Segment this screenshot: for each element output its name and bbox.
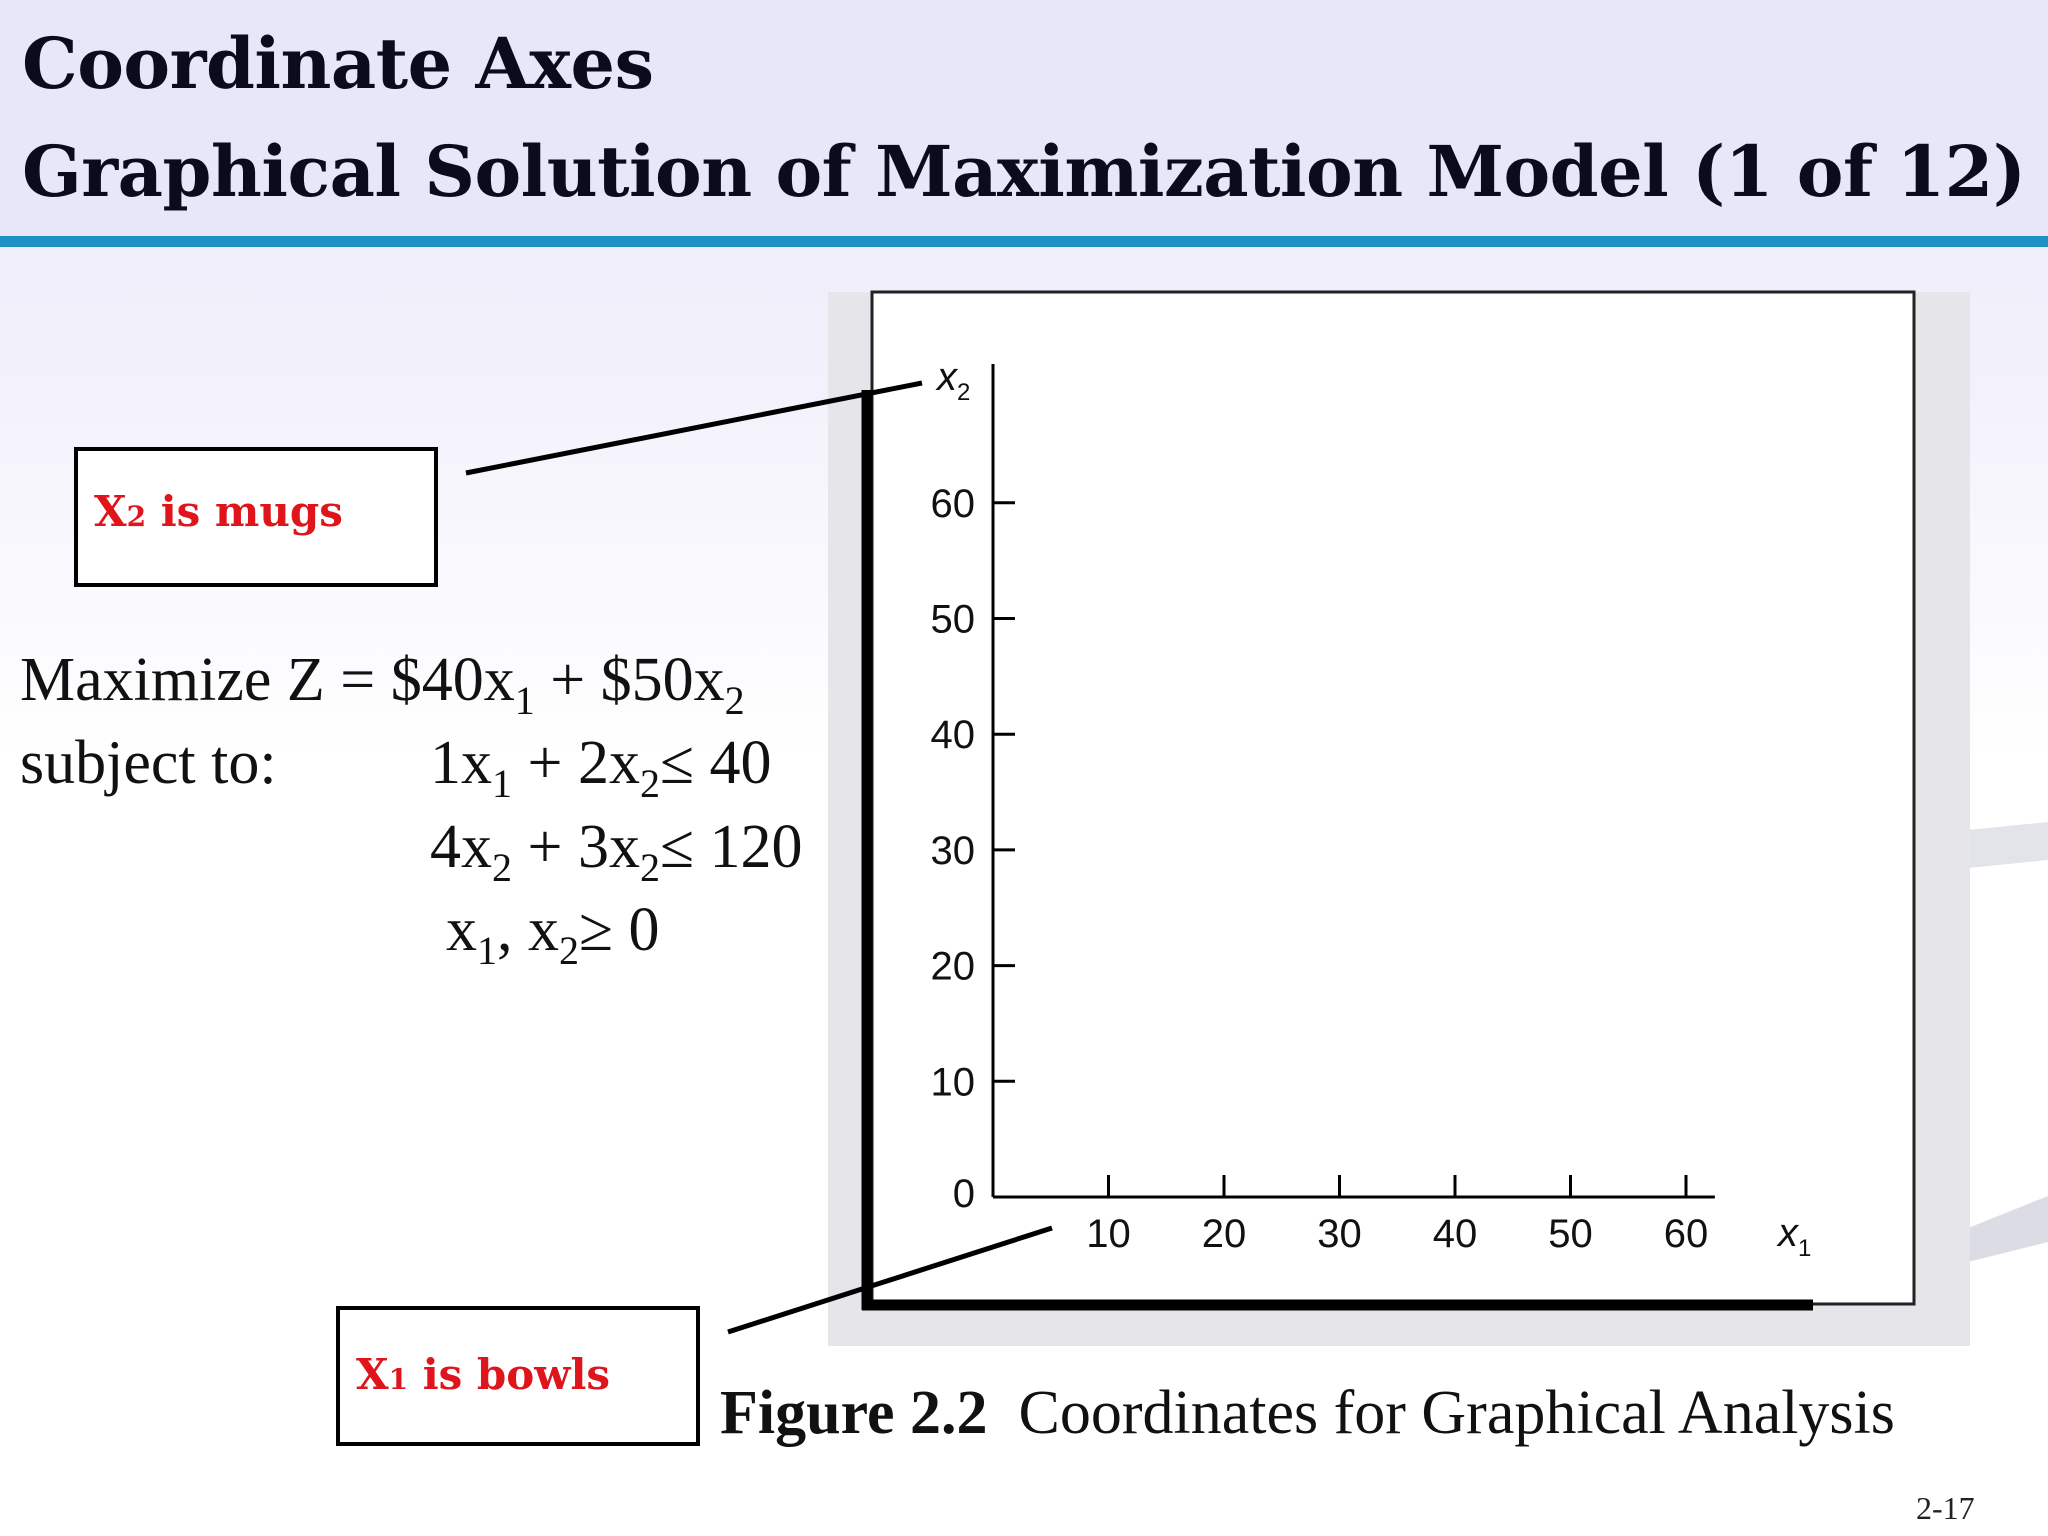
y-tick-label: 60 [931, 482, 976, 526]
page-number: 2-17 [1916, 1490, 1975, 1526]
x-tick-label: 20 [1202, 1212, 1247, 1256]
x1-callout-box [336, 1306, 700, 1446]
header-rule [0, 236, 2048, 247]
constraint-2: 4x2 + 3x2≤ 120 [430, 813, 803, 890]
x2-callout-label: X2 is mugs [94, 487, 343, 536]
y-tick-label: 0 [953, 1172, 975, 1216]
y-tick-label: 40 [931, 713, 976, 757]
figure-caption-text: Coordinates for Graphical Analysis [1018, 1379, 1895, 1447]
slide-title-line-1: Coordinate Axes [22, 22, 654, 105]
x-tick-label: 50 [1548, 1212, 1593, 1256]
x-tick-label: 10 [1086, 1212, 1131, 1256]
x2-leader-line [465, 380, 923, 476]
y-axis-label: x2 [935, 355, 970, 406]
subject-to-label: subject to: [20, 729, 277, 797]
x-tick-label: 30 [1317, 1212, 1362, 1256]
y-tick-label: 30 [931, 829, 976, 873]
y-tick-label: 50 [931, 598, 976, 642]
objective-function: Maximize Z = $40x1 + $50x2 [20, 646, 745, 723]
x-tick-label: 40 [1433, 1212, 1478, 1256]
title-band [0, 0, 2048, 236]
x2-callout-box [74, 447, 438, 587]
figure-number: Figure 2.2 [720, 1379, 988, 1447]
x-tick-label: 60 [1664, 1212, 1709, 1256]
figure-caption: Figure 2.2 Coordinates for Graphical Ana… [720, 1378, 1895, 1449]
x1-leader-line [727, 1225, 1053, 1335]
figure-frame [870, 290, 1916, 1306]
y-tick-label: 10 [931, 1060, 976, 1104]
slide-title-line-2: Graphical Solution of Maximization Model… [22, 130, 2026, 213]
y-tick-label: 20 [931, 945, 976, 989]
non-negativity-constraint: x1, x2≥ 0 [446, 896, 660, 973]
x1-callout-label: X1 is bowls [356, 1350, 611, 1399]
x-axis-label: x1 [1776, 1211, 1811, 1262]
constraint-1: 1x1 + 2x2≤ 40 [430, 729, 772, 806]
